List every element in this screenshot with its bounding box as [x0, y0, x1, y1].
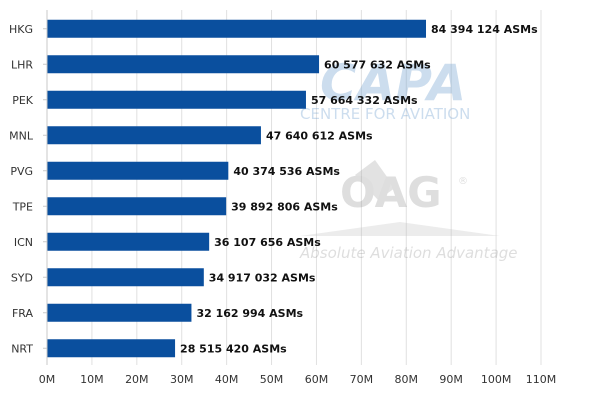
data-label: 84 394 124 ASMs	[431, 23, 538, 36]
oag-logo: OAG	[340, 168, 442, 217]
data-label: 32 162 994 ASMs	[196, 307, 303, 320]
oag-watermark: OAG ® Absolute Aviation Advantage	[299, 160, 518, 262]
bar-icn	[47, 232, 210, 251]
data-label: 36 107 656 ASMs	[214, 236, 321, 249]
bar-hkg	[47, 19, 427, 38]
x-tick-label: 100M	[481, 373, 512, 386]
bar-tpe	[47, 197, 227, 216]
bar-pek	[47, 90, 306, 109]
x-tick-label: 30M	[170, 373, 194, 386]
capa-subtitle: CENTRE FOR AVIATION	[300, 105, 470, 123]
bar-nrt	[47, 339, 176, 358]
bar-lhr	[47, 55, 320, 74]
watermark-layer: CAPA CENTRE FOR AVIATION OAG ® Absolute …	[299, 54, 518, 262]
category-label: HKG	[9, 23, 33, 36]
oag-swoosh-icon	[355, 160, 395, 200]
category-label: ICN	[14, 236, 33, 249]
capa-watermark: CAPA CENTRE FOR AVIATION	[300, 54, 470, 123]
data-label: 34 917 032 ASMs	[209, 271, 316, 284]
category-label: FRA	[12, 307, 34, 320]
category-label: PEK	[12, 94, 34, 107]
category-label: TPE	[12, 200, 33, 213]
data-label: 47 640 612 ASMs	[266, 129, 373, 142]
bar-layer	[47, 19, 427, 358]
bar-fra	[47, 303, 192, 322]
data-label: 57 664 332 ASMs	[311, 94, 418, 107]
x-tick-label: 50M	[260, 373, 284, 386]
data-label: 28 515 420 ASMs	[180, 342, 287, 355]
label-layer: 84 394 124 ASMs 60 577 632 ASMs 57 664 332…	[180, 23, 538, 356]
x-tick-label: 90M	[439, 373, 463, 386]
data-label: 39 892 806 ASMs	[231, 200, 338, 213]
axis-layer: 0M 10M 20M 30M 40M 50M 60M 70M 80M 90M 100M 110M HKG…	[9, 10, 556, 386]
category-label: PVG	[10, 165, 33, 178]
bar-mnl	[47, 126, 261, 145]
data-label: 60 577 632 ASMs	[324, 58, 431, 71]
x-tick-label: 60M	[305, 373, 329, 386]
category-label: SYD	[11, 271, 33, 284]
x-tick-label: 80M	[395, 373, 419, 386]
oag-registered-mark: ®	[458, 176, 468, 187]
category-label: LHR	[11, 58, 33, 71]
category-label: NRT	[11, 342, 33, 355]
oag-divider-shape	[300, 222, 500, 236]
x-tick-label: 10M	[80, 373, 104, 386]
bar-pvg	[47, 161, 229, 180]
oag-tagline: Absolute Aviation Advantage	[299, 244, 518, 262]
category-label: MNL	[9, 129, 34, 142]
x-tick-label: 40M	[215, 373, 239, 386]
x-tick-label: 0M	[39, 373, 56, 386]
bar-syd	[47, 268, 204, 287]
x-tick-label: 20M	[125, 373, 149, 386]
x-tick-label: 70M	[350, 373, 374, 386]
data-label: 40 374 536 ASMs	[233, 165, 340, 178]
capa-logo: CAPA	[320, 54, 466, 112]
x-tick-label: 110M	[526, 373, 557, 386]
